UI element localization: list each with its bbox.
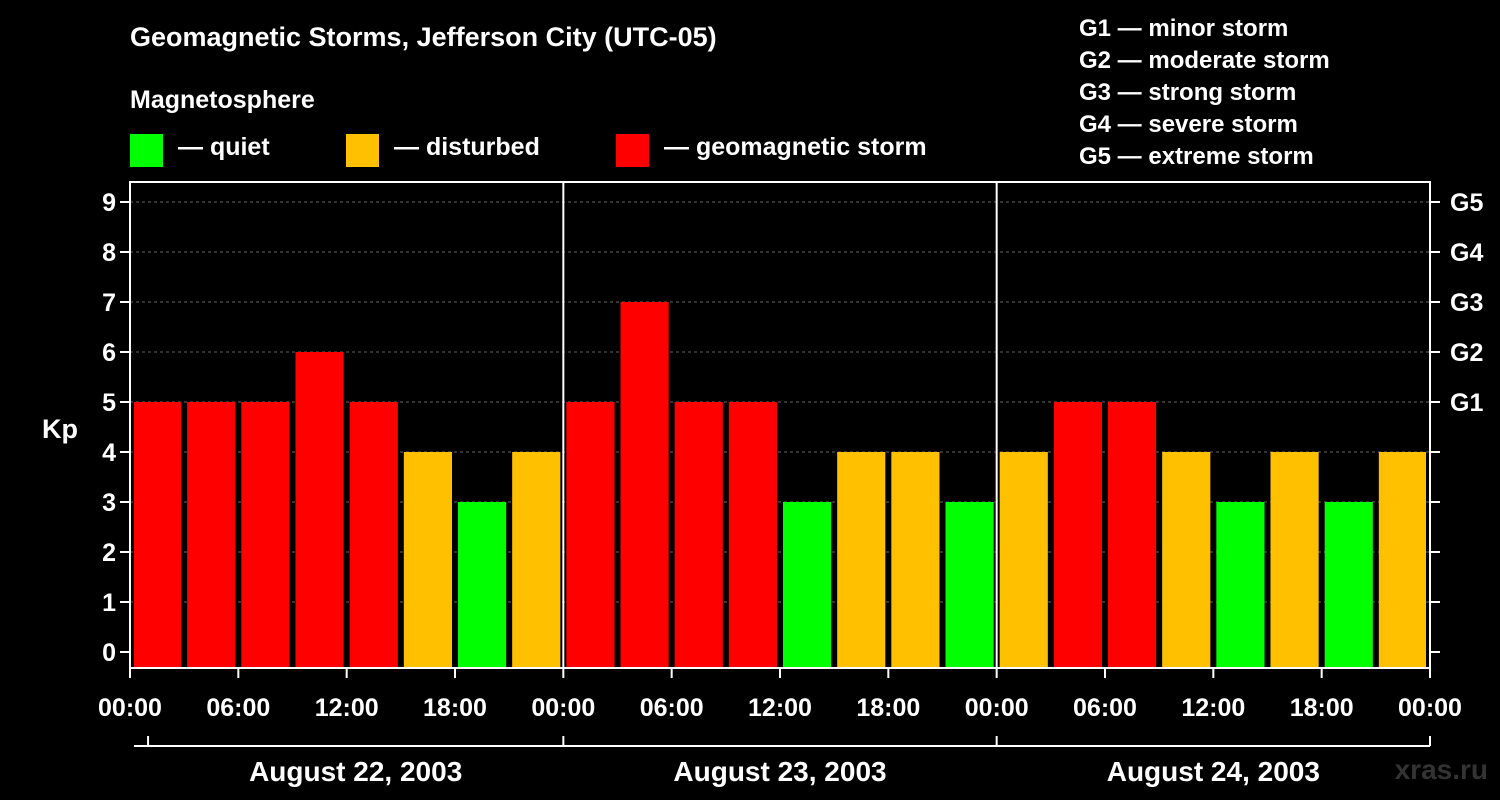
scale-g5: G5 — extreme storm (1079, 143, 1314, 170)
x-tick-label: 00:00 (965, 694, 1029, 722)
kp-bar (674, 402, 723, 668)
y-tick-label: 2 (102, 539, 116, 567)
kp-bar (403, 452, 452, 668)
kp-bar (134, 402, 182, 668)
kp-bar (891, 452, 940, 668)
x-tick-label: 12:00 (1181, 694, 1245, 722)
x-tick-label: 18:00 (423, 694, 487, 722)
kp-bar (1108, 402, 1157, 668)
y-tick-label: 9 (102, 189, 116, 217)
legend-disturbed-swatch (346, 134, 379, 167)
magnetosphere-label: Magnetosphere (130, 86, 315, 114)
storm-level-label: G1 (1450, 389, 1483, 417)
kp-bar (1270, 452, 1319, 668)
y-tick-label: 0 (102, 639, 116, 667)
kp-bar (512, 452, 561, 668)
storm-level-label: G3 (1450, 289, 1483, 317)
date-label: August 23, 2003 (673, 756, 886, 787)
x-tick-label: 00:00 (98, 694, 162, 722)
kp-bar (1216, 502, 1265, 668)
chart-title: Geomagnetic Storms, Jefferson City (UTC-… (130, 22, 717, 52)
scale-g1: G1 — minor storm (1079, 15, 1289, 42)
y-tick-label: 3 (102, 489, 116, 517)
watermark: xras.ru (1394, 754, 1488, 785)
x-tick-label: 12:00 (748, 694, 812, 722)
scale-g3: G3 — strong storm (1079, 79, 1297, 106)
date-label: August 24, 2003 (1107, 756, 1320, 787)
storm-level-label: G4 (1450, 239, 1483, 267)
legend-quiet-label: — quiet (178, 133, 270, 161)
kp-bar (620, 302, 669, 668)
scale-g2: G2 — moderate storm (1079, 47, 1330, 74)
kp-bar (1162, 452, 1211, 668)
legend-disturbed-label: — disturbed (394, 133, 540, 161)
date-label: August 22, 2003 (249, 756, 462, 787)
y-tick-label: 5 (102, 389, 116, 417)
y-tick-label: 1 (102, 589, 116, 617)
kp-bar (837, 452, 886, 668)
storm-level-label: G5 (1450, 189, 1483, 217)
kp-bar (458, 502, 507, 668)
x-tick-label: 18:00 (856, 694, 920, 722)
y-tick-label: 8 (102, 239, 116, 267)
x-tick-label: 00:00 (531, 694, 595, 722)
x-tick-label: 18:00 (1290, 694, 1354, 722)
kp-bar (1324, 502, 1373, 668)
kp-bar (566, 402, 615, 668)
legend-quiet-swatch (130, 134, 163, 167)
x-tick-label: 12:00 (315, 694, 379, 722)
kp-bar (349, 402, 398, 668)
y-tick-label: 7 (102, 289, 116, 317)
kp-bar (999, 452, 1048, 668)
kp-bar (1053, 402, 1102, 668)
x-tick-label: 00:00 (1398, 694, 1462, 722)
x-tick-label: 06:00 (206, 694, 270, 722)
legend-storm-swatch (616, 134, 649, 167)
scale-g4: G4 — severe storm (1079, 111, 1298, 138)
kp-bar (187, 402, 236, 668)
x-tick-label: 06:00 (1073, 694, 1137, 722)
y-axis-label: Kp (42, 414, 78, 444)
x-tick-label: 06:00 (640, 694, 704, 722)
kp-bar (1378, 452, 1426, 668)
y-tick-label: 4 (102, 439, 116, 467)
kp-bar (295, 352, 344, 668)
kp-bar (728, 402, 777, 668)
kp-bar (783, 502, 832, 668)
kp-bar (945, 502, 994, 668)
storm-level-label: G2 (1450, 339, 1483, 367)
legend-storm-label: — geomagnetic storm (664, 133, 927, 161)
kp-bar (241, 402, 290, 668)
y-tick-label: 6 (102, 339, 116, 367)
